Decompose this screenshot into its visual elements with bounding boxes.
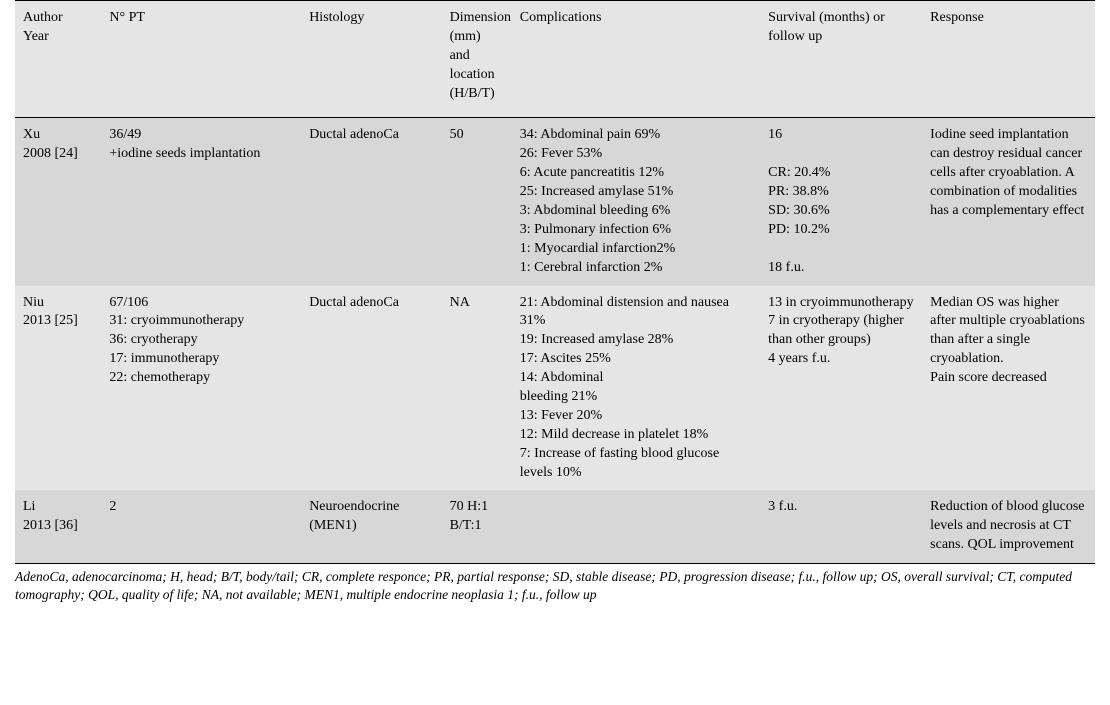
cell-complications: 21: Abdominal distension and nausea 31% … bbox=[512, 286, 760, 491]
table-row: Niu 2013 [25] 67/106 31: cryoimmunothera… bbox=[15, 286, 1095, 491]
col-dimension: Dimension (mm) and location (H/B/T) bbox=[442, 1, 512, 118]
cell-histology: Neuroendocrine (MEN1) bbox=[301, 490, 441, 563]
cell-histology: Ductal adenoCa bbox=[301, 118, 441, 286]
cell-histology: Ductal adenoCa bbox=[301, 286, 441, 491]
cell-pt: 2 bbox=[101, 490, 301, 563]
cell-dimension: 70 H:1 B/T:1 bbox=[442, 490, 512, 563]
cell-author: Xu 2008 [24] bbox=[15, 118, 101, 286]
cell-author: Li 2013 [36] bbox=[15, 490, 101, 563]
cell-pt: 36/49 +iodine seeds implantation bbox=[101, 118, 301, 286]
cell-pt: 67/106 31: cryoimmunotherapy 36: cryothe… bbox=[101, 286, 301, 491]
col-survival: Survival (months) or follow up bbox=[760, 1, 922, 118]
cell-complications: 34: Abdominal pain 69% 26: Fever 53% 6: … bbox=[512, 118, 760, 286]
table-row: Li 2013 [36] 2 Neuroendocrine (MEN1) 70 … bbox=[15, 490, 1095, 563]
cell-dimension: 50 bbox=[442, 118, 512, 286]
cell-survival: 13 in cryoimmunotherapy 7 in cryotherapy… bbox=[760, 286, 922, 491]
cell-survival: 3 f.u. bbox=[760, 490, 922, 563]
table-row: Xu 2008 [24] 36/49 +iodine seeds implant… bbox=[15, 118, 1095, 286]
cell-survival: 16 CR: 20.4% PR: 38.8% SD: 30.6% PD: 10.… bbox=[760, 118, 922, 286]
cell-response: Iodine seed implantation can destroy res… bbox=[922, 118, 1095, 286]
col-complications: Complications bbox=[512, 1, 760, 118]
col-histology: Histology bbox=[301, 1, 441, 118]
col-n-pt: N° PT bbox=[101, 1, 301, 118]
col-author-year: Author Year bbox=[15, 1, 101, 118]
table-footnote: AdenoCa, adenocarcinoma; H, head; B/T, b… bbox=[11, 566, 1099, 605]
data-table: Author Year N° PT Histology Dimension (m… bbox=[15, 0, 1095, 564]
cell-author: Niu 2013 [25] bbox=[15, 286, 101, 491]
cell-dimension: NA bbox=[442, 286, 512, 491]
cell-response: Reduction of blood glucose levels and ne… bbox=[922, 490, 1095, 563]
cell-complications bbox=[512, 490, 760, 563]
table-header-row: Author Year N° PT Histology Dimension (m… bbox=[15, 1, 1095, 118]
cell-response: Median OS was higher after multiple cryo… bbox=[922, 286, 1095, 491]
col-response: Response bbox=[922, 1, 1095, 118]
